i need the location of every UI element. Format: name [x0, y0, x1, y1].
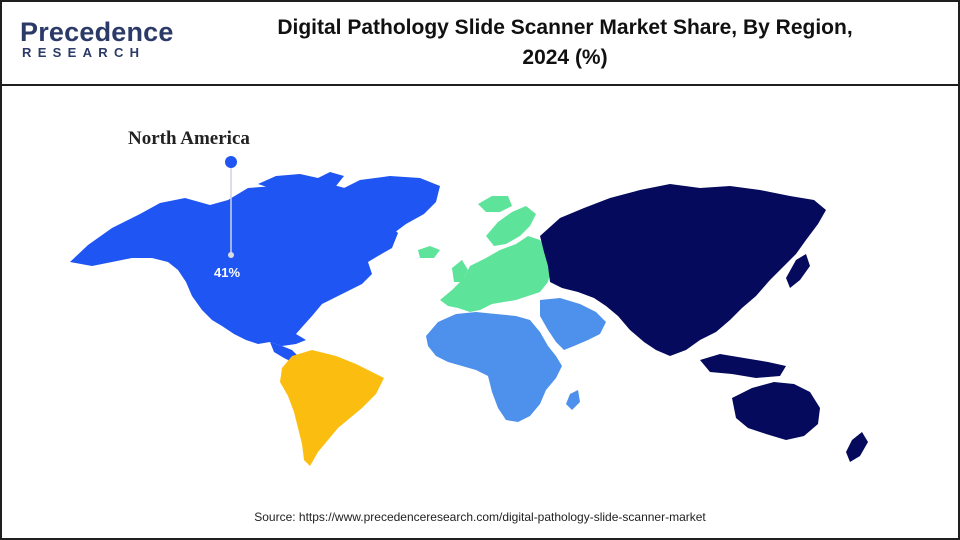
north-america-share-label: 41%	[214, 265, 241, 280]
arctic-islands-shape	[258, 172, 344, 190]
japan-shape	[786, 254, 810, 288]
scandinavia-shape	[486, 206, 536, 246]
middle-east-shape	[540, 298, 606, 350]
region-north-america	[70, 172, 440, 364]
source-note: Source: https://www.precedenceresearch.c…	[254, 510, 706, 524]
uk-shape	[452, 260, 468, 282]
logo-wordmark: Precedence	[20, 17, 174, 47]
world-map: North America 41%	[0, 88, 960, 498]
iceland-shape	[418, 246, 440, 258]
logo-subtitle: RESEARCH	[22, 45, 146, 60]
madagascar-shape	[566, 390, 580, 410]
greenland-shape	[340, 176, 440, 246]
australia-shape	[732, 382, 820, 440]
europe-mainland-shape	[440, 236, 552, 312]
region-latin-america	[280, 350, 384, 466]
region-asia-pacific	[540, 184, 868, 462]
region-europe	[418, 196, 552, 312]
asia-shape	[540, 184, 826, 356]
chart-header: Precedence RESEARCH Digital Pathology Sl…	[0, 0, 960, 86]
south-america-shape	[280, 350, 384, 466]
new-zealand-shape	[846, 432, 868, 462]
chart-title-line-1: Digital Pathology Slide Scanner Market S…	[277, 16, 853, 39]
southeast-asia-islands-shape	[700, 354, 786, 378]
chart-title: Digital Pathology Slide Scanner Market S…	[200, 13, 930, 73]
callout-top-dot	[225, 156, 237, 168]
callout-region-name: North America	[128, 128, 250, 149]
svalbard-shape	[478, 196, 512, 212]
callout-bottom-dot	[228, 252, 234, 258]
precedence-research-logo: Precedence RESEARCH	[20, 18, 173, 64]
region-middle-east-africa	[426, 298, 606, 422]
chart-title-line-2: 2024 (%)	[522, 46, 608, 69]
africa-shape	[426, 312, 562, 422]
world-map-svg	[70, 156, 868, 466]
north-america-shape	[70, 182, 398, 346]
